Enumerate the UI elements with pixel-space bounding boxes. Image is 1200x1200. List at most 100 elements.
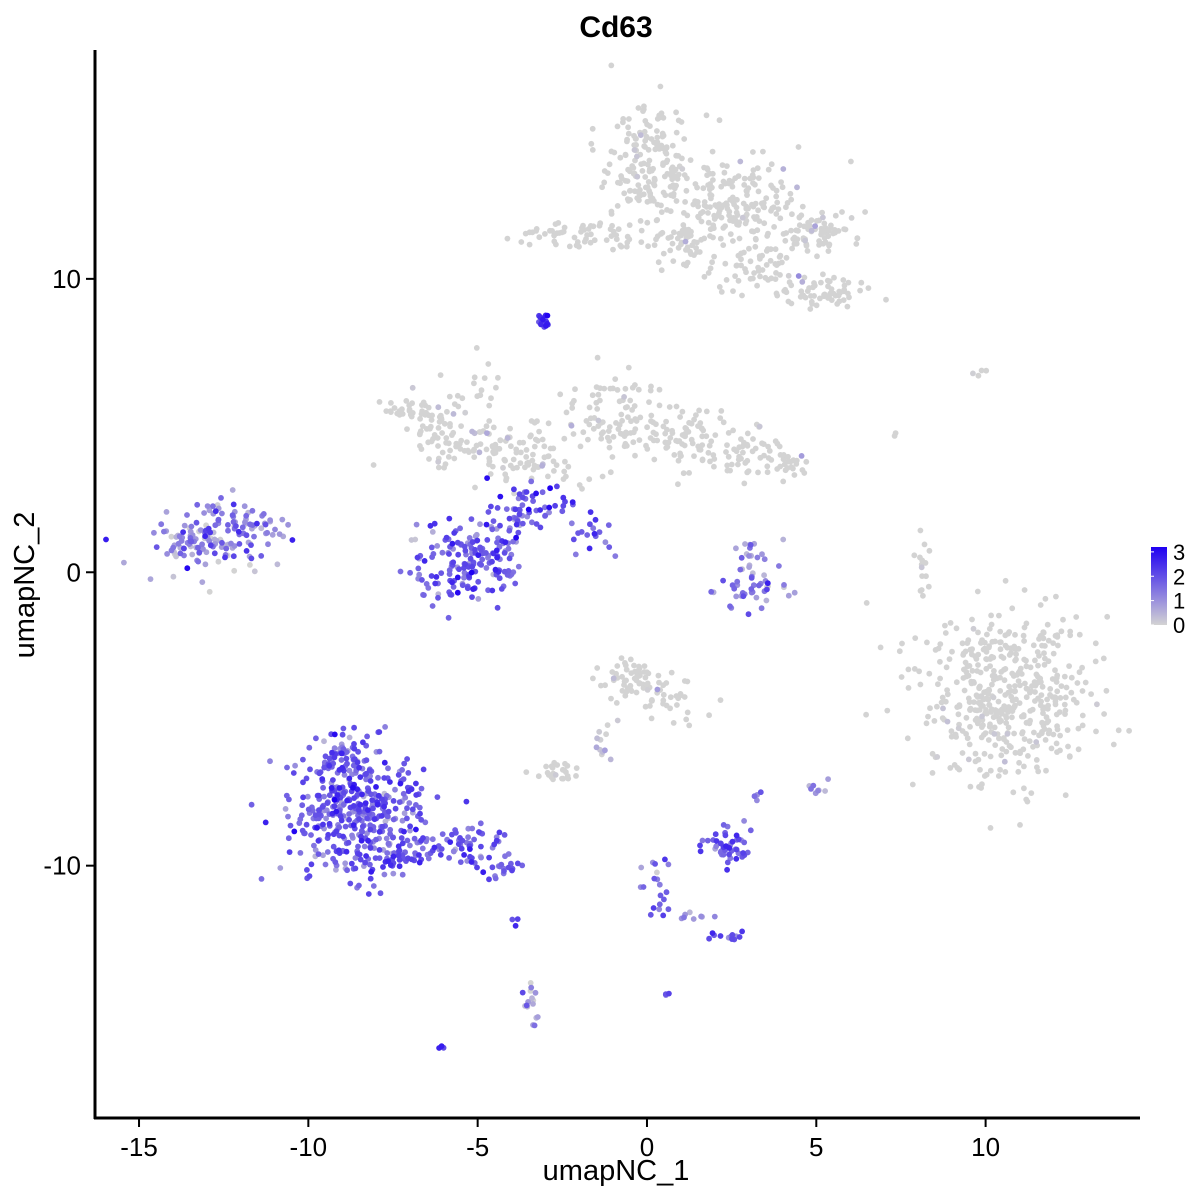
cell-point [333, 808, 340, 815]
x-tick-label: 5 [809, 1132, 823, 1162]
cell-point [286, 796, 292, 803]
cell-point [599, 419, 606, 425]
cell-point [365, 837, 371, 844]
cell-point [315, 837, 322, 844]
cell-point [648, 383, 654, 390]
cell-point [783, 254, 790, 261]
cell-point [411, 835, 418, 842]
cell-point [413, 792, 420, 798]
cell-point [741, 175, 748, 182]
cell-point [642, 703, 649, 710]
cell-point [516, 439, 523, 446]
cell-point [776, 563, 782, 569]
cell-point [940, 705, 946, 712]
cell-point [977, 669, 984, 676]
cell-point [799, 203, 806, 210]
cell-point [1104, 613, 1111, 620]
cell-point [348, 860, 355, 867]
cell-point [683, 426, 690, 432]
cell-point [1061, 701, 1068, 708]
cell-point [549, 228, 555, 234]
cell-point [617, 154, 624, 161]
cell-point [841, 226, 847, 233]
cell-point [277, 865, 284, 871]
cell-point [467, 846, 473, 852]
cell-point [756, 582, 762, 589]
cell-point [698, 425, 705, 432]
cell-point [356, 764, 362, 771]
cell-point [644, 669, 650, 676]
cell-point [350, 822, 357, 829]
cell-point [746, 564, 752, 570]
cell-point [346, 811, 352, 817]
cell-point [721, 169, 728, 176]
cell-point [655, 259, 662, 266]
cell-point [376, 399, 383, 405]
cell-point [409, 806, 416, 813]
cell-point [222, 554, 228, 561]
cell-point [751, 270, 757, 276]
cell-point [619, 687, 626, 694]
cell-point [399, 406, 405, 413]
cell-point [646, 399, 652, 405]
cell-point [656, 906, 663, 913]
cell-point [671, 229, 677, 236]
cell-point [997, 766, 1003, 773]
cell-point [357, 774, 364, 780]
cell-point [712, 432, 719, 438]
cell-point [669, 142, 676, 149]
cell-point [475, 578, 482, 585]
cell-point [825, 776, 831, 782]
cell-point [531, 1022, 538, 1029]
cell-point [730, 288, 736, 294]
y-tick-label: 0 [67, 557, 81, 587]
cell-point [1025, 753, 1031, 759]
cell-point [439, 449, 446, 456]
cell-point [1016, 668, 1023, 675]
cell-point [947, 620, 954, 626]
cell-point [947, 765, 954, 771]
cell-point [359, 823, 366, 830]
cell-point [681, 914, 687, 921]
cell-point [791, 241, 798, 247]
cell-point [732, 175, 739, 182]
cell-point [619, 417, 625, 424]
cell-point [477, 820, 484, 827]
cell-point [489, 864, 496, 871]
cell-point [750, 149, 756, 155]
cell-point [1039, 642, 1045, 649]
cell-point [429, 529, 436, 535]
cell-point [768, 161, 775, 168]
cell-point [705, 210, 711, 216]
cell-point [1032, 698, 1038, 704]
cell-point [684, 709, 691, 716]
cell-point [383, 835, 390, 842]
cell-point [996, 612, 1002, 619]
cell-point [962, 659, 969, 666]
cell-point [660, 691, 667, 698]
cell-point [780, 452, 787, 458]
cell-point [601, 385, 608, 392]
cell-point [791, 234, 798, 241]
cell-point [340, 725, 347, 732]
cell-point [644, 680, 651, 687]
cell-point [446, 567, 453, 574]
cell-point [983, 367, 990, 374]
cell-point [545, 420, 552, 427]
cell-point [669, 240, 676, 247]
cell-point [285, 521, 291, 528]
cell-point [1012, 688, 1018, 695]
cell-point [523, 489, 530, 495]
cell-point [667, 208, 674, 215]
cell-point [848, 158, 854, 165]
cell-point [991, 731, 998, 737]
cell-point [969, 616, 975, 623]
cell-point [779, 184, 786, 191]
cell-point [1008, 693, 1015, 700]
cell-point [660, 162, 666, 169]
cell-point [454, 589, 461, 596]
cell-point [836, 298, 843, 305]
cell-point [465, 834, 471, 841]
cell-point [740, 449, 746, 456]
cell-point [494, 539, 500, 546]
